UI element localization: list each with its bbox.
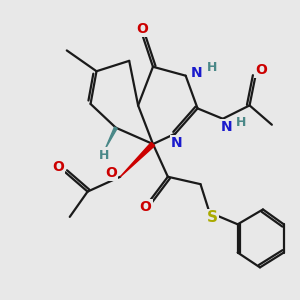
Polygon shape	[105, 127, 117, 148]
Text: S: S	[207, 210, 218, 225]
Text: O: O	[52, 160, 64, 174]
Text: O: O	[140, 200, 152, 214]
Text: H: H	[236, 116, 246, 129]
Polygon shape	[120, 142, 155, 177]
Text: O: O	[256, 63, 267, 77]
Text: N: N	[171, 136, 183, 150]
Text: N: N	[191, 66, 203, 80]
Text: H: H	[207, 61, 217, 74]
Text: O: O	[136, 22, 148, 36]
Text: O: O	[105, 166, 117, 180]
Text: H: H	[99, 148, 109, 162]
Text: N: N	[220, 120, 232, 134]
